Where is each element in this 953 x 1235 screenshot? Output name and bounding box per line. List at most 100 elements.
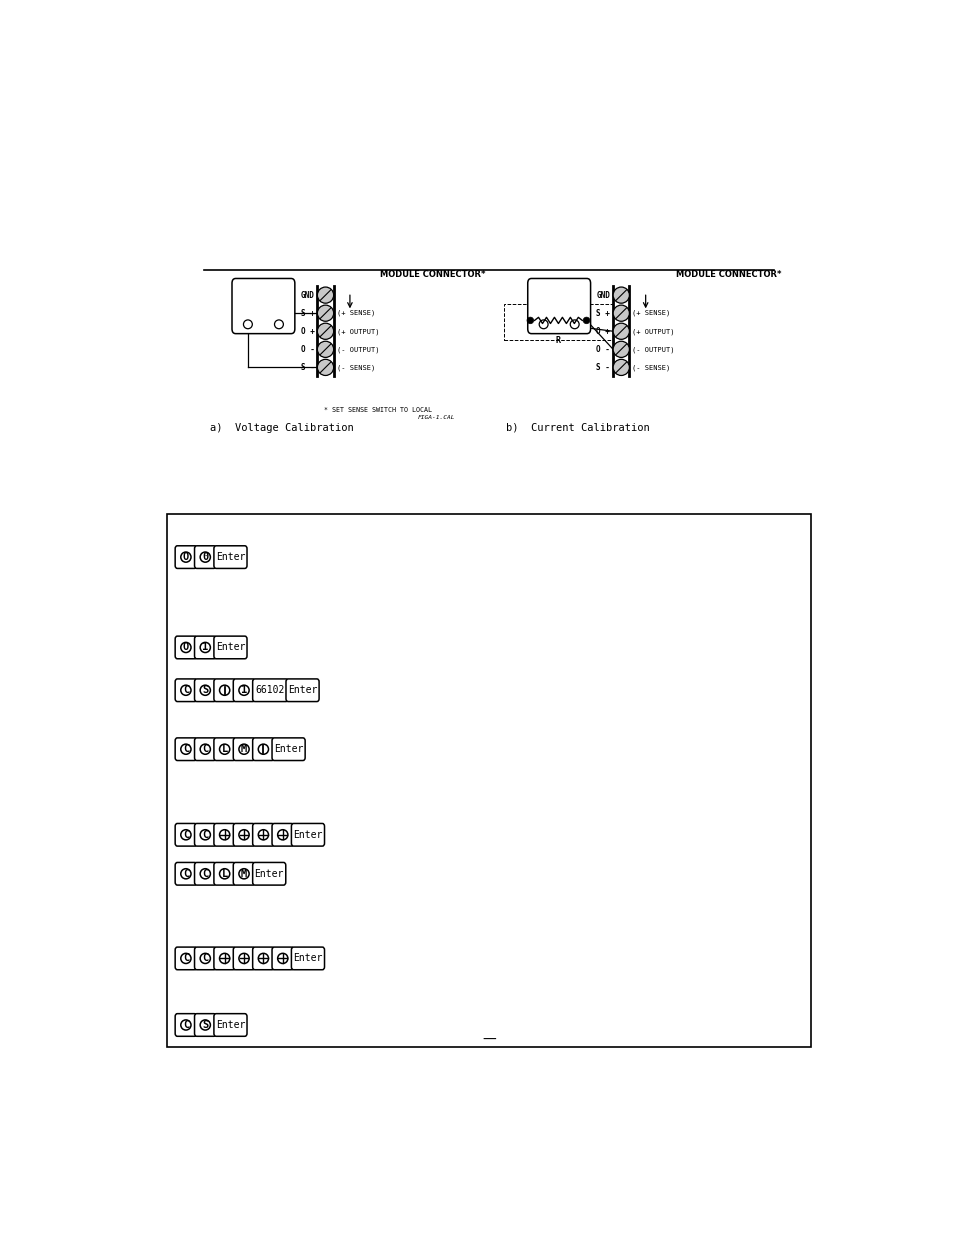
FancyBboxPatch shape (233, 862, 254, 885)
Text: b)  Current Calibration: b) Current Calibration (505, 422, 649, 432)
Text: * SET SENSE SWITCH TO LOCAL: * SET SENSE SWITCH TO LOCAL (324, 406, 432, 412)
Text: 66102: 66102 (255, 685, 285, 695)
Text: (- OUTPUT): (- OUTPUT) (336, 346, 378, 352)
FancyBboxPatch shape (175, 546, 196, 568)
Text: Enter: Enter (215, 552, 245, 562)
Ellipse shape (219, 953, 230, 963)
Ellipse shape (200, 685, 211, 695)
Ellipse shape (277, 830, 288, 840)
Ellipse shape (200, 868, 211, 879)
Text: +: + (569, 309, 578, 320)
Ellipse shape (317, 359, 334, 375)
Text: Enter: Enter (215, 642, 245, 652)
Ellipse shape (526, 317, 533, 324)
Ellipse shape (200, 642, 211, 652)
Text: C: C (183, 685, 189, 695)
Text: O +: O + (300, 327, 314, 336)
FancyBboxPatch shape (175, 824, 196, 846)
Ellipse shape (613, 324, 629, 340)
Ellipse shape (317, 305, 334, 321)
Text: (+ OUTPUT): (+ OUTPUT) (336, 329, 378, 335)
Text: GND: GND (596, 290, 610, 300)
Text: MODULE CONNECTOR*: MODULE CONNECTOR* (380, 270, 485, 279)
Ellipse shape (238, 868, 249, 879)
FancyBboxPatch shape (194, 1014, 215, 1036)
Ellipse shape (181, 642, 191, 652)
Ellipse shape (200, 830, 211, 840)
Text: 1: 1 (202, 642, 208, 652)
Text: S -: S - (596, 363, 610, 372)
FancyBboxPatch shape (233, 679, 254, 701)
FancyBboxPatch shape (253, 862, 286, 885)
Ellipse shape (258, 830, 268, 840)
Ellipse shape (181, 745, 191, 755)
Ellipse shape (219, 868, 230, 879)
FancyBboxPatch shape (213, 636, 247, 658)
FancyBboxPatch shape (272, 947, 294, 969)
Text: O -: O - (596, 345, 610, 353)
FancyBboxPatch shape (194, 636, 215, 658)
Text: +: + (274, 309, 283, 320)
Ellipse shape (181, 552, 191, 562)
Bar (503, 304, 613, 341)
FancyBboxPatch shape (213, 862, 235, 885)
Ellipse shape (613, 287, 629, 304)
Text: M: M (241, 745, 247, 755)
Text: −: − (538, 309, 548, 320)
Text: Enter: Enter (293, 953, 322, 963)
Ellipse shape (582, 317, 589, 324)
FancyBboxPatch shape (253, 824, 274, 846)
Ellipse shape (181, 1020, 191, 1030)
Ellipse shape (538, 320, 547, 329)
Text: Enter: Enter (215, 1020, 245, 1030)
Text: C: C (202, 953, 208, 963)
FancyBboxPatch shape (286, 679, 318, 701)
FancyBboxPatch shape (175, 737, 196, 761)
Ellipse shape (274, 320, 283, 329)
FancyBboxPatch shape (233, 947, 254, 969)
Text: S: S (202, 1020, 208, 1030)
FancyBboxPatch shape (194, 862, 215, 885)
Ellipse shape (181, 685, 191, 695)
FancyBboxPatch shape (213, 737, 235, 761)
FancyBboxPatch shape (175, 947, 196, 969)
FancyBboxPatch shape (253, 947, 274, 969)
Text: (- OUTPUT): (- OUTPUT) (632, 346, 674, 352)
Text: (+ SENSE): (+ SENSE) (632, 310, 670, 316)
Text: (+ SENSE): (+ SENSE) (336, 310, 375, 316)
Ellipse shape (317, 287, 334, 304)
Text: (+ OUTPUT): (+ OUTPUT) (632, 329, 674, 335)
Bar (167, 514, 810, 1047)
Ellipse shape (570, 320, 578, 329)
Ellipse shape (200, 1020, 211, 1030)
FancyBboxPatch shape (213, 824, 235, 846)
FancyBboxPatch shape (233, 737, 254, 761)
Ellipse shape (317, 324, 334, 340)
Ellipse shape (243, 320, 252, 329)
Text: C: C (183, 953, 189, 963)
Text: C: C (183, 830, 189, 840)
Text: C: C (183, 868, 189, 879)
FancyBboxPatch shape (232, 278, 294, 333)
FancyBboxPatch shape (194, 679, 215, 701)
FancyBboxPatch shape (291, 947, 324, 969)
FancyBboxPatch shape (213, 1014, 247, 1036)
Ellipse shape (613, 341, 629, 357)
FancyBboxPatch shape (213, 546, 247, 568)
Text: Enter: Enter (288, 685, 317, 695)
Text: L: L (221, 868, 228, 879)
Ellipse shape (277, 953, 288, 963)
FancyBboxPatch shape (272, 737, 305, 761)
Text: FIGA-1.CAL: FIGA-1.CAL (417, 415, 456, 420)
Text: O -: O - (300, 345, 314, 353)
Text: S +: S + (596, 309, 610, 317)
Ellipse shape (613, 359, 629, 375)
Ellipse shape (613, 305, 629, 321)
Text: S -: S - (300, 363, 314, 372)
Ellipse shape (238, 830, 249, 840)
Text: MODULE CONNECTOR*: MODULE CONNECTOR* (676, 270, 781, 279)
Text: M: M (241, 868, 247, 879)
Ellipse shape (258, 745, 268, 755)
Text: Enter: Enter (293, 830, 322, 840)
Ellipse shape (219, 745, 230, 755)
